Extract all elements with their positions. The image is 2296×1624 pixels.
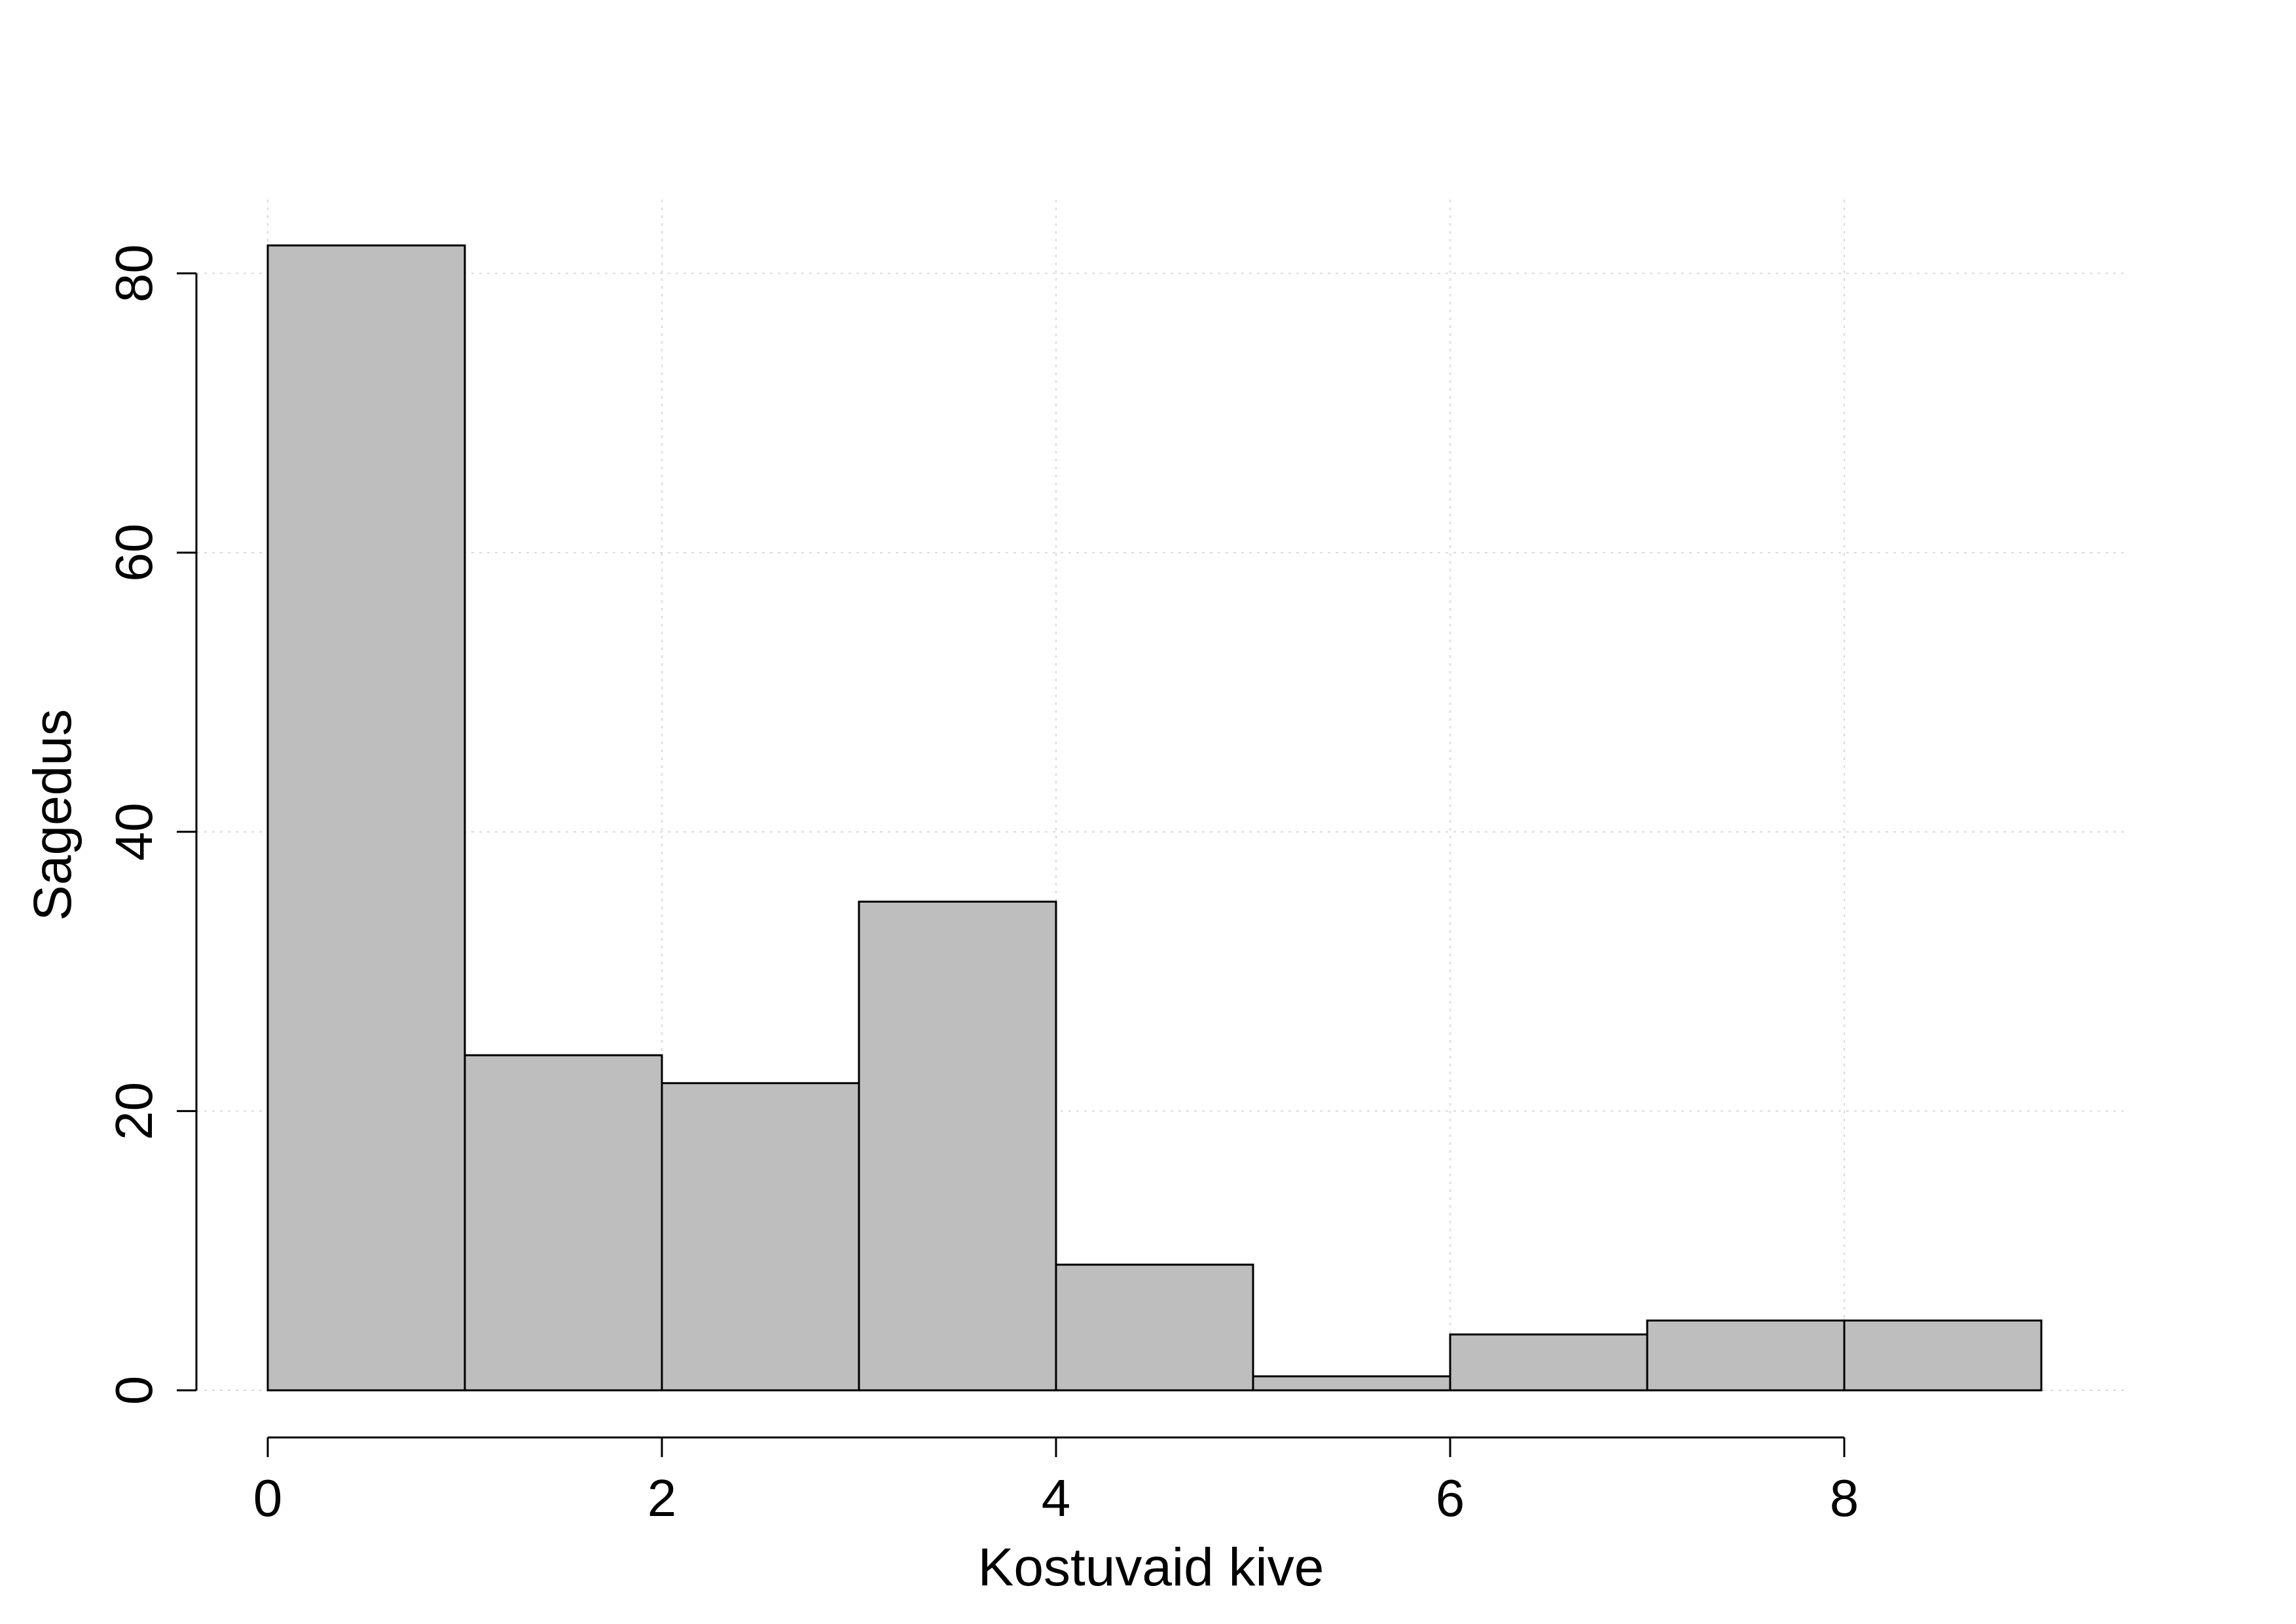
x-tick-label: 4 bbox=[1042, 1469, 1071, 1527]
histogram-bar bbox=[661, 1082, 860, 1392]
x-axis-title: Kostuvaid kive bbox=[978, 1538, 1324, 1597]
y-tick-label: 60 bbox=[105, 524, 163, 582]
y-axis: 0 20 40 60 80 bbox=[105, 244, 198, 1405]
y-tick-label: 0 bbox=[105, 1376, 163, 1405]
y-tick-label: 80 bbox=[105, 244, 163, 302]
histogram-bar bbox=[1055, 1263, 1254, 1392]
x-tick-label: 2 bbox=[647, 1469, 677, 1527]
histogram-bar bbox=[1843, 1319, 2043, 1392]
histogram-bar bbox=[1449, 1333, 1649, 1392]
histogram-bar bbox=[858, 900, 1057, 1392]
x-tick-label: 8 bbox=[1830, 1469, 1859, 1527]
bars bbox=[266, 244, 2043, 1392]
y-axis-title: Sagedus bbox=[23, 709, 82, 921]
histogram-bar bbox=[1646, 1319, 1846, 1392]
x-tick-label: 0 bbox=[253, 1469, 283, 1527]
y-tick-label: 40 bbox=[105, 803, 163, 861]
histogram-bar bbox=[1252, 1375, 1451, 1392]
x-axis: 0 2 4 6 8 bbox=[253, 1436, 1859, 1527]
y-tick-label: 20 bbox=[105, 1082, 163, 1140]
histogram-bar bbox=[266, 244, 466, 1392]
x-tick-label: 6 bbox=[1436, 1469, 1465, 1527]
histogram-bar bbox=[464, 1054, 663, 1392]
